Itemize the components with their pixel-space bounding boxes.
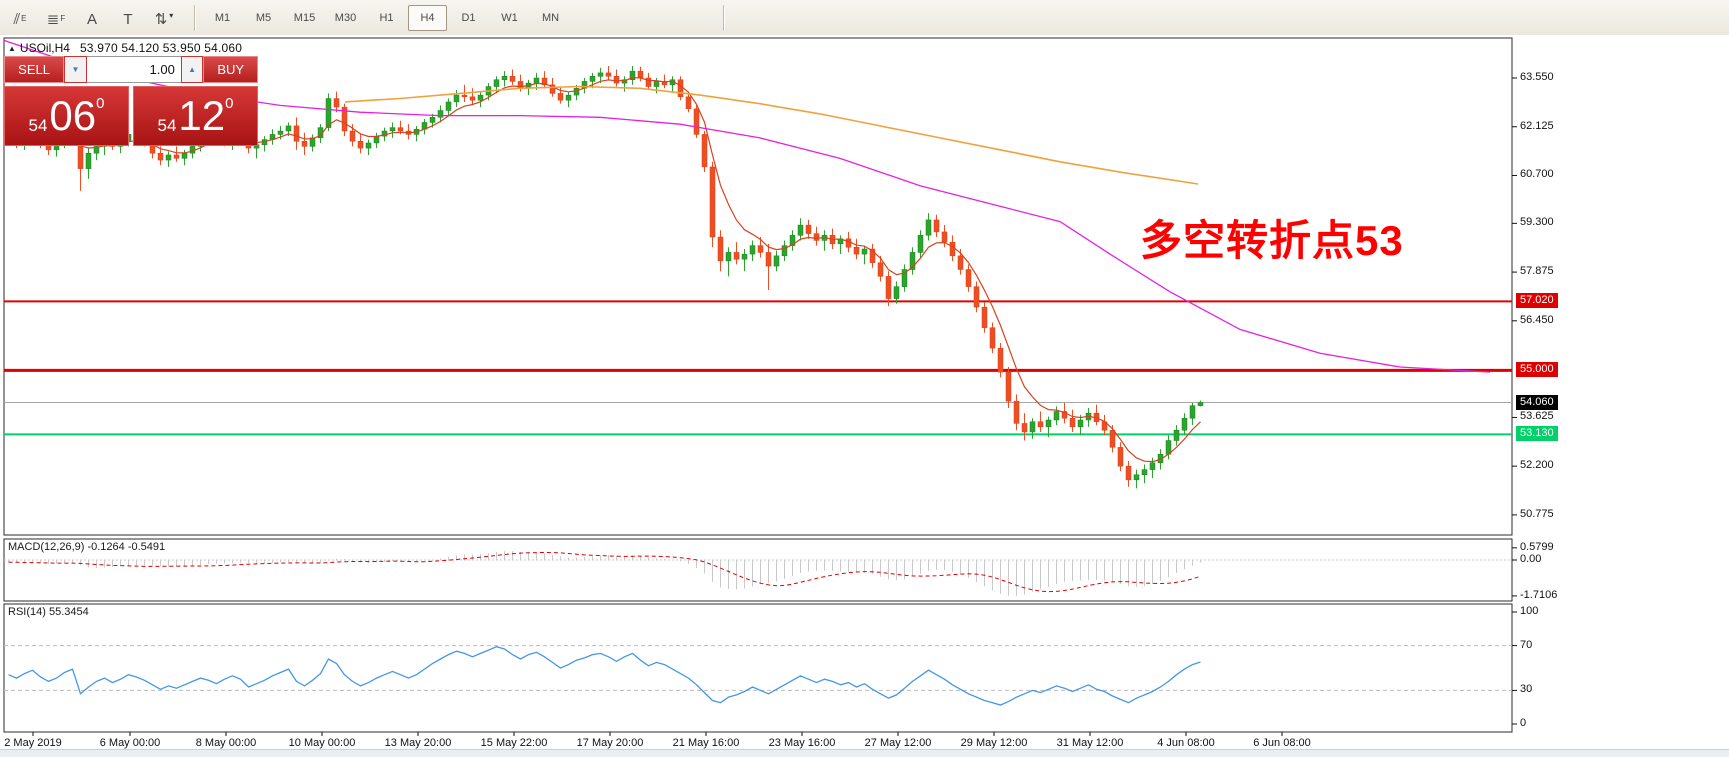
time-axis-label: 13 May 20:00: [384, 737, 452, 749]
macd-axis-label: 0.00: [1520, 553, 1542, 565]
buy-price-pip: 0: [225, 95, 234, 112]
chart-title: ▲ USOil,H4 53.970 54.120 53.950 54.060: [8, 41, 242, 55]
axis-ticks: [32, 77, 1517, 736]
price-axis-label: 50.775: [1520, 507, 1554, 520]
sell-price-main: 06: [49, 92, 97, 139]
price-level-label: 57.020: [1516, 293, 1558, 309]
price-level-label: 53.130: [1516, 426, 1558, 442]
timeframe-button-m1[interactable]: M1: [214, 11, 231, 24]
sell-price-button[interactable]: 54 06 0: [4, 86, 129, 146]
macd-indicator: [4, 551, 1512, 596]
symbol-timeframe: USOil,H4: [19, 41, 70, 55]
toolbar-separator: [723, 4, 724, 31]
time-axis-label: 15 May 22:00: [480, 737, 548, 749]
timeframe-button-d1[interactable]: D1: [461, 11, 476, 24]
time-axis-label: 21 May 16:00: [672, 737, 740, 749]
drawing-tools-group: ⫽ E ≣ F A T ⇅ ▾: [0, 4, 180, 32]
equidistant-channel-icon[interactable]: ⫽ E: [13, 10, 27, 28]
collapse-panel-icon[interactable]: ▲: [8, 44, 16, 53]
timeframe-group: M1 M5 M15 M30 H1 H4 D1 W1 MN: [202, 4, 571, 31]
chart-canvas[interactable]: [0, 35, 1729, 757]
candlesticks: [5, 66, 1204, 489]
time-axis-label: 6 May 00:00: [99, 737, 161, 749]
time-axis-label: 29 May 12:00: [960, 737, 1028, 749]
buy-price-button[interactable]: 54 12 0: [133, 86, 258, 146]
price-axis-label: 53.625: [1520, 410, 1554, 423]
ohlc-values: 53.970 54.120 53.950 54.060: [79, 41, 243, 55]
text-label-icon[interactable]: T: [123, 10, 133, 28]
timeframe-button-m30[interactable]: M30: [334, 11, 357, 24]
rsi-line: [8, 646, 1201, 706]
time-axis-label: 6 Jun 08:00: [1253, 737, 1311, 749]
sell-price-pip: 0: [96, 95, 105, 112]
price-level-lines: [4, 300, 1512, 436]
price-axis-label: 59.300: [1520, 216, 1554, 229]
rsi-axis-label: 30: [1520, 683, 1533, 696]
fibonacci-icon[interactable]: ≣ F: [46, 10, 66, 28]
timeframe-button-m5[interactable]: M5: [255, 11, 272, 24]
toolbar-separator: [194, 4, 195, 31]
time-axis-label: 4 Jun 08:00: [1157, 737, 1215, 749]
time-axis-label: 10 May 00:00: [288, 737, 356, 749]
timeframe-button-mn[interactable]: MN: [541, 11, 560, 24]
macd-signal-line: [8, 551, 1201, 593]
price-axis-label: 52.200: [1520, 459, 1554, 472]
rsi-indicator: [4, 645, 1512, 706]
arrows-icon[interactable]: ⇅ ▾: [154, 10, 174, 28]
chart-annotation-text[interactable]: 多空转折点53: [1140, 217, 1404, 264]
price-level-label: 55.000: [1516, 362, 1558, 378]
chart-window[interactable]: ▲ USOil,H4 53.970 54.120 53.950 54.060 SEL…: [0, 35, 1729, 757]
time-axis-label: 2 May 2019: [4, 737, 62, 749]
timeframe-button-w1[interactable]: W1: [501, 11, 518, 24]
timeframe-button-h4[interactable]: H4: [408, 4, 447, 31]
ma-slow-line: [344, 85, 1199, 185]
timeframe-button-h1[interactable]: H1: [379, 11, 394, 24]
macd-axis-label: -1.7106: [1520, 588, 1558, 601]
time-axis-label: 27 May 12:00: [864, 737, 932, 749]
rsi-axis-label: 100: [1520, 605, 1539, 617]
sell-button[interactable]: SELL: [4, 56, 65, 83]
rsi-indicator-label: RSI(14) 55.3454: [8, 606, 89, 618]
volume-increase-button[interactable]: ▲: [180, 56, 204, 83]
timeframe-button-m15[interactable]: M15: [293, 11, 316, 24]
price-axis-label: 57.875: [1520, 265, 1554, 278]
buy-price-integer: 54: [157, 116, 177, 135]
time-axis-label: 31 May 12:00: [1056, 737, 1124, 749]
price-level-label: 54.060: [1516, 394, 1558, 410]
volume-decrease-button[interactable]: ▼: [64, 56, 87, 83]
price-axis-label: 62.125: [1520, 119, 1554, 132]
text-icon[interactable]: A: [86, 10, 97, 28]
time-axis-label: 17 May 20:00: [576, 737, 644, 749]
time-axis-label: 23 May 16:00: [768, 737, 836, 749]
price-axis-label: 56.450: [1520, 313, 1554, 326]
status-strip: [0, 749, 1729, 757]
price-axis-label: 63.550: [1520, 71, 1554, 83]
buy-price-main: 12: [178, 92, 226, 139]
buy-button[interactable]: BUY: [203, 56, 258, 83]
sell-price-integer: 54: [28, 116, 48, 135]
macd-axis-label: 0.5799: [1520, 540, 1554, 553]
top-toolbar: ⫽ E ≣ F A T ⇅ ▾ M1 M5 M15 M30 H1 H4 D1 W1 MN: [0, 0, 1729, 36]
rsi-axis-label: 0: [1520, 717, 1527, 729]
rsi-axis-label: 70: [1520, 638, 1533, 651]
volume-input[interactable]: [86, 56, 181, 83]
price-axis-label: 60.700: [1520, 168, 1554, 181]
time-axis-label: 8 May 00:00: [195, 737, 257, 749]
macd-indicator-label: MACD(12,26,9) -0.1264 -0.5491: [8, 541, 166, 553]
